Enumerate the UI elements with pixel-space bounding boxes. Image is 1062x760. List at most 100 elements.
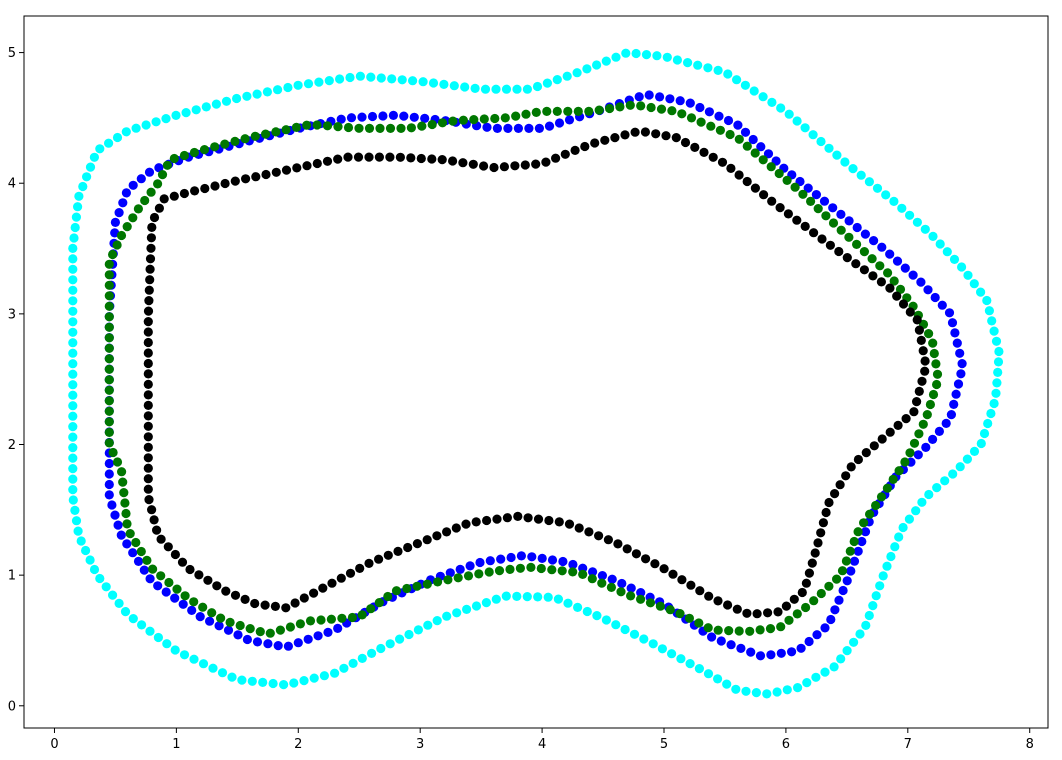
data-point	[143, 453, 153, 463]
data-point	[740, 127, 751, 137]
data-point	[285, 622, 295, 632]
data-point	[104, 301, 114, 311]
data-point	[162, 639, 172, 649]
data-point	[366, 604, 376, 614]
data-point	[460, 82, 470, 92]
data-point	[532, 81, 543, 92]
data-point	[877, 434, 887, 444]
data-point	[527, 552, 537, 562]
data-point	[262, 87, 272, 97]
data-point	[645, 598, 656, 608]
data-point	[122, 222, 132, 232]
data-point	[207, 608, 217, 618]
data-point	[849, 637, 859, 647]
data-point	[765, 624, 776, 634]
data-point	[510, 161, 520, 171]
data-point	[875, 261, 885, 271]
data-point	[104, 343, 114, 353]
data-point	[758, 155, 768, 165]
data-point	[610, 133, 620, 143]
data-point	[149, 515, 159, 525]
data-point	[740, 80, 751, 90]
data-point	[154, 203, 164, 213]
data-point	[872, 183, 883, 193]
data-point	[956, 369, 966, 379]
data-point	[625, 100, 635, 110]
data-point	[578, 569, 588, 580]
data-point	[592, 611, 602, 621]
data-point	[895, 284, 906, 294]
data-point	[501, 591, 511, 601]
data-point	[171, 110, 181, 120]
data-point	[293, 80, 303, 90]
data-point	[901, 414, 911, 424]
data-point	[690, 142, 700, 152]
data-point	[143, 474, 153, 484]
data-point	[748, 134, 758, 145]
data-point	[703, 623, 713, 633]
data-point	[513, 123, 524, 133]
data-point	[531, 107, 541, 117]
data-point	[143, 358, 153, 369]
data-point	[68, 306, 78, 316]
data-point	[864, 177, 875, 187]
data-point	[601, 56, 611, 66]
data-point	[685, 98, 695, 108]
data-point	[925, 399, 936, 410]
data-point	[125, 529, 135, 539]
data-point	[704, 591, 714, 601]
data-point	[677, 575, 687, 585]
plot-area-frame	[23, 15, 1049, 729]
data-point	[480, 84, 491, 94]
data-point	[406, 153, 416, 163]
data-point	[984, 306, 995, 316]
data-point	[395, 634, 405, 644]
data-point	[153, 632, 163, 643]
series-4	[143, 127, 930, 619]
data-point	[250, 131, 260, 141]
data-point	[489, 162, 499, 173]
data-point	[68, 296, 78, 306]
data-point	[387, 74, 397, 84]
data-point	[783, 209, 794, 219]
data-point	[914, 325, 925, 335]
data-point	[667, 106, 677, 116]
data-point	[841, 556, 852, 566]
data-point	[417, 121, 427, 131]
data-point	[849, 556, 860, 566]
data-point	[534, 123, 545, 133]
data-point	[714, 111, 724, 121]
data-point	[564, 519, 575, 529]
data-point	[327, 578, 337, 588]
data-point	[348, 658, 358, 669]
data-point	[844, 232, 854, 242]
data-point	[686, 113, 697, 123]
data-point	[905, 307, 915, 317]
data-point	[143, 317, 153, 327]
data-point	[859, 265, 870, 275]
data-point	[924, 329, 934, 339]
data-point	[227, 672, 237, 682]
data-point	[283, 82, 293, 93]
series-1	[68, 48, 1004, 699]
data-point	[594, 531, 604, 541]
data-point	[418, 77, 428, 87]
data-point	[230, 136, 240, 146]
data-point	[878, 571, 888, 581]
data-point	[437, 155, 447, 165]
data-point	[522, 592, 532, 602]
data-point	[143, 411, 153, 421]
data-point	[141, 120, 151, 130]
data-point	[491, 594, 501, 604]
data-point	[723, 600, 733, 610]
data-point	[376, 73, 386, 83]
data-point	[914, 386, 924, 396]
data-point	[383, 591, 393, 602]
data-point	[122, 519, 132, 529]
data-point	[201, 102, 211, 112]
data-point	[469, 115, 479, 125]
data-point	[71, 212, 81, 222]
data-point	[199, 145, 210, 155]
data-point	[172, 584, 182, 594]
